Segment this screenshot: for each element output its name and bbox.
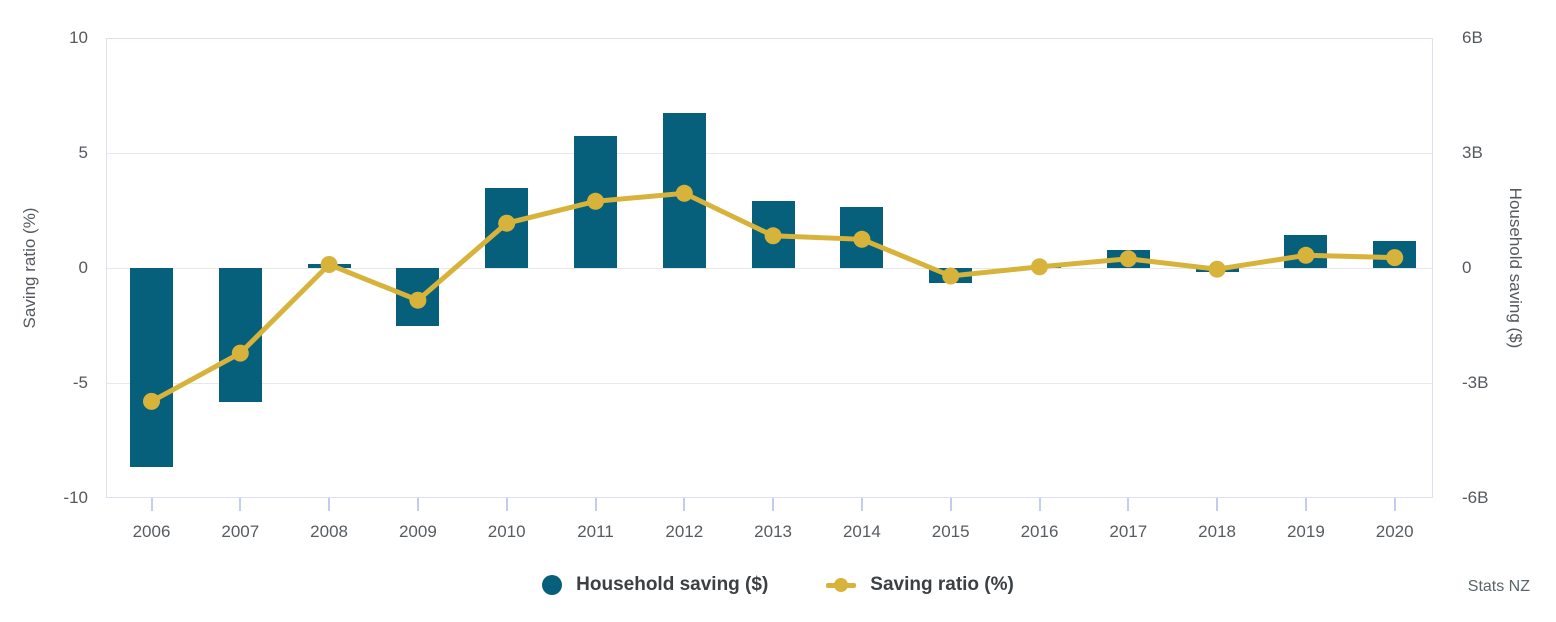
x-axis-tick xyxy=(1304,498,1307,511)
x-axis-label-2016: 2016 xyxy=(1020,522,1059,541)
saving-ratio-legend-dot-icon xyxy=(834,578,849,592)
line-marker-2012[interactable] xyxy=(675,184,693,202)
x-axis-tick xyxy=(150,498,153,511)
x-axis-label-2012: 2012 xyxy=(665,522,704,541)
legend-item-saving-ratio[interactable]: Saving ratio (%) xyxy=(826,574,1014,596)
bar-2006[interactable] xyxy=(130,268,173,468)
left-axis-tick-label: -5 xyxy=(72,373,88,392)
x-axis-tick xyxy=(239,498,242,511)
x-axis-label-2009: 2009 xyxy=(398,522,437,541)
bar-2007[interactable] xyxy=(218,268,262,403)
x-axis-label-2007: 2007 xyxy=(221,522,260,541)
x-axis-tick xyxy=(1127,498,1130,511)
line-marker-2011[interactable] xyxy=(587,192,604,210)
x-axis-label-2010: 2010 xyxy=(487,522,526,541)
right-axis-tick-label: 0 xyxy=(1462,258,1472,277)
x-axis-label-2018: 2018 xyxy=(1198,522,1236,541)
x-axis-label-2015: 2015 xyxy=(931,522,970,541)
x-axis-tick xyxy=(683,498,686,511)
saving-ratio-legend-line-icon xyxy=(826,578,857,592)
line-marker-2009[interactable] xyxy=(409,291,427,309)
line-marker-2008[interactable] xyxy=(320,256,338,273)
line-marker-2020[interactable] xyxy=(1386,249,1404,267)
household-saving-legend-dot-icon xyxy=(542,575,563,595)
x-axis-tick xyxy=(1393,498,1396,511)
left-axis-tick-label: 0 xyxy=(78,258,88,277)
right-axis-tick-label: 6B xyxy=(1462,28,1483,47)
left-axis-tick-label: -10 xyxy=(63,488,88,507)
x-axis-tick xyxy=(949,498,952,511)
right-axis-tick-label: -3B xyxy=(1462,373,1489,392)
line-marker-2007[interactable] xyxy=(231,344,249,362)
right-axis-tick-label: -6B xyxy=(1462,488,1489,507)
left-axis-tick-label: 10 xyxy=(69,28,88,47)
gridline xyxy=(106,152,1433,154)
x-axis-label-2011: 2011 xyxy=(577,522,614,541)
right-axis-tick-label: 3B xyxy=(1462,143,1483,162)
line-marker-2016[interactable] xyxy=(1031,258,1048,276)
line-marker-2015[interactable] xyxy=(942,267,960,285)
x-axis-tick xyxy=(505,498,508,511)
legend-label-household-saving: Household saving ($) xyxy=(576,574,769,595)
x-axis-label-2020: 2020 xyxy=(1375,522,1414,541)
left-axis-tick-label: 5 xyxy=(78,143,88,162)
x-axis-tick xyxy=(328,498,331,511)
line-marker-2010[interactable] xyxy=(498,214,516,232)
line-marker-2018[interactable] xyxy=(1208,260,1226,278)
x-axis-tick xyxy=(860,498,863,511)
x-axis-label-2014: 2014 xyxy=(842,522,881,541)
x-axis-tick xyxy=(1216,498,1219,511)
legend: Household saving ($) Saving ratio (%) xyxy=(0,574,1556,596)
source-attribution: Stats NZ xyxy=(1467,578,1530,595)
gridline xyxy=(106,382,1433,384)
x-axis-label-2006: 2006 xyxy=(132,522,171,541)
legend-item-household-saving[interactable]: Household saving ($) xyxy=(542,574,768,596)
line-marker-2006[interactable] xyxy=(143,392,160,410)
line-marker-2014[interactable] xyxy=(853,230,871,248)
gridline xyxy=(106,267,1433,269)
x-axis-tick xyxy=(772,498,775,511)
x-axis-label-2013: 2013 xyxy=(754,522,792,541)
x-axis-label-2008: 2008 xyxy=(310,522,348,541)
legend-label-saving-ratio: Saving ratio (%) xyxy=(870,574,1014,595)
x-axis-tick xyxy=(594,498,597,511)
line-marker-2013[interactable] xyxy=(764,227,782,245)
x-axis-label-2019: 2019 xyxy=(1286,522,1325,541)
line-path xyxy=(150,190,1395,404)
line-marker-2017[interactable] xyxy=(1119,250,1137,268)
x-axis-tick xyxy=(416,498,419,511)
x-axis-tick xyxy=(1038,498,1041,511)
line-marker-2019[interactable] xyxy=(1297,246,1315,264)
x-axis-label-2017: 2017 xyxy=(1109,522,1148,541)
